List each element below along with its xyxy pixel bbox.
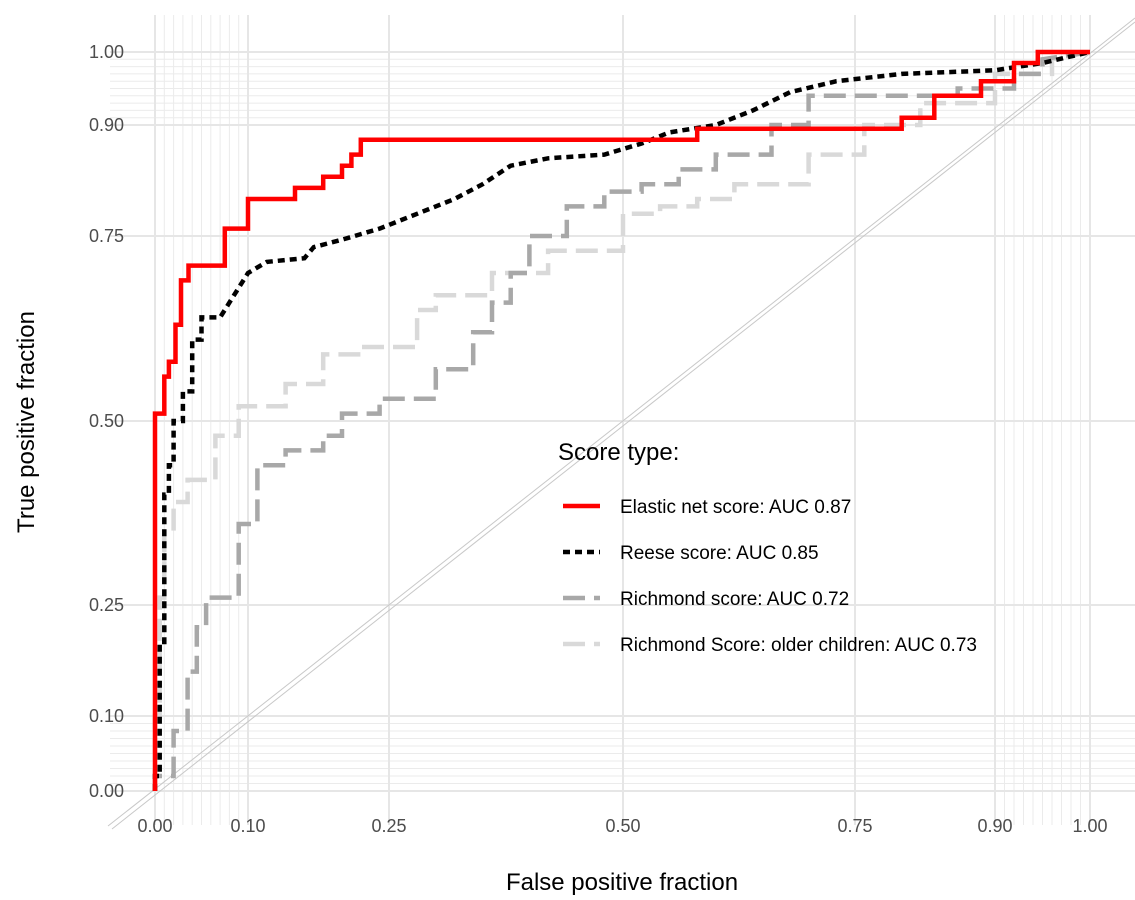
series-line-1 [152,49,1091,791]
legend: Score type: Elastic net score: AUC 0.87 R… [558,439,977,656]
x-tick-label: 0.90 [977,816,1012,836]
diagonal-line-a [107,17,1135,827]
legend-label-0: Elastic net score: AUC 0.87 [620,497,851,518]
legend-items: Elastic net score: AUC 0.87 Reese score: … [563,497,977,656]
y-tick-label: 0.90 [89,115,124,135]
x-tick-label: 0.10 [230,816,265,836]
y-tick-label: 0.10 [89,706,124,726]
y-tick-label: 0.75 [89,226,124,246]
legend-label-1: Reese score: AUC 0.85 [620,543,819,564]
x-axis-tick-labels: 0.00 0.10 0.25 0.50 0.75 0.90 1.00 [137,816,1107,836]
legend-label-3: Richmond Score: older children: AUC 0.73 [620,635,977,656]
y-tick-label: 1.00 [89,42,124,62]
y-tick-label: 0.25 [89,595,124,615]
diagonal-line-b [111,21,1135,830]
x-tick-label: 0.75 [837,816,872,836]
x-tick-label: 0.25 [371,816,406,836]
y-tick-label: 0.00 [89,781,124,801]
series-line-0 [152,49,1090,791]
x-tick-label: 1.00 [1072,816,1107,836]
reference-diagonal [107,17,1135,830]
x-tick-label: 0.50 [605,816,640,836]
legend-title: Score type: [558,439,679,466]
x-axis-title: False positive fraction [506,869,738,896]
y-axis-title: True positive fraction [13,311,40,533]
series-line-2 [152,49,1091,791]
roc-curves [152,49,1091,791]
x-tick-label: 0.00 [137,816,172,836]
y-axis-tick-labels: 0.00 0.10 0.25 0.50 0.75 0.90 1.00 [89,42,124,801]
series-line-3 [152,49,1091,791]
grid [110,15,1135,825]
y-tick-label: 0.50 [89,411,124,431]
legend-label-2: Richmond score: AUC 0.72 [620,589,849,610]
